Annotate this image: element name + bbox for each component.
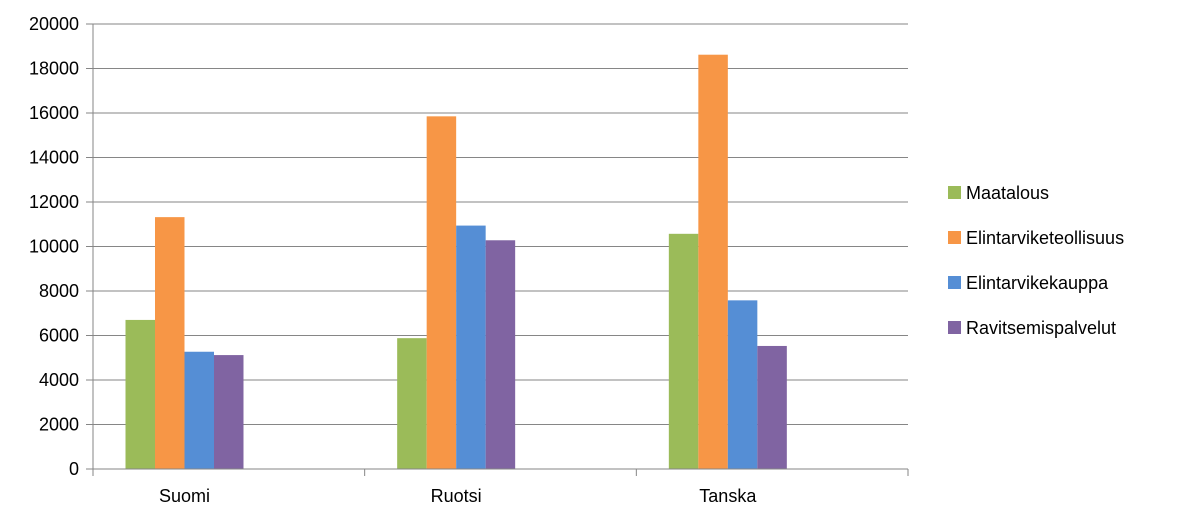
bar-maatalous-tanska — [669, 234, 699, 469]
legend-label-maatalous: Maatalous — [966, 183, 1049, 203]
x-category-label: Suomi — [159, 486, 210, 506]
y-tick-label: 14000 — [29, 148, 79, 168]
legend-label-elintarvikekauppa: Elintarvikekauppa — [966, 273, 1109, 293]
bar-elintarvikekauppa-suomi — [185, 352, 215, 469]
y-tick-label: 20000 — [29, 14, 79, 34]
y-tick-label: 6000 — [39, 326, 79, 346]
bar-ravitsemispalvelut-ruotsi — [486, 240, 515, 469]
legend: Maatalous Elintarviketeollisuus Elintarvik… — [948, 183, 1124, 338]
y-tick-label: 16000 — [29, 103, 79, 123]
y-tick-label: 2000 — [39, 415, 79, 435]
x-category-label: Tanska — [699, 486, 757, 506]
legend-label-ravitsemispalvelut: Ravitsemispalvelut — [966, 318, 1116, 338]
y-tick-label: 0 — [69, 459, 79, 479]
bar-elintarviketeollisuus-ruotsi — [427, 116, 457, 469]
bar-ravitsemispalvelut-tanska — [757, 346, 787, 469]
legend-label-elintarviketeollisuus: Elintarviketeollisuus — [966, 228, 1124, 248]
bar-elintarviketeollisuus-suomi — [155, 217, 185, 469]
bar-elintarvikekauppa-tanska — [728, 300, 758, 469]
bar-elintarvikekauppa-ruotsi — [456, 226, 486, 469]
y-tick-label: 12000 — [29, 192, 79, 212]
legend-swatch-elintarvikekauppa — [948, 276, 961, 289]
y-tick-label: 4000 — [39, 370, 79, 390]
legend-swatch-elintarviketeollisuus — [948, 231, 961, 244]
x-axis-category-labels: Suomi Ruotsi Tanska — [159, 486, 757, 506]
legend-swatch-ravitsemispalvelut — [948, 321, 961, 334]
legend-swatch-maatalous — [948, 186, 961, 199]
bar-maatalous-suomi — [126, 320, 156, 469]
bar-ravitsemispalvelut-suomi — [214, 355, 244, 469]
bars — [126, 55, 787, 469]
x-category-label: Ruotsi — [431, 486, 482, 506]
y-tick-label: 18000 — [29, 59, 79, 79]
y-axis-tick-labels: 0 2000 4000 6000 8000 10000 12000 14000 16000 180… — [29, 14, 79, 479]
y-tick-label: 10000 — [29, 237, 79, 257]
bar-maatalous-ruotsi — [397, 338, 427, 469]
y-tick-label: 8000 — [39, 281, 79, 301]
bar-elintarviketeollisuus-tanska — [698, 55, 728, 469]
